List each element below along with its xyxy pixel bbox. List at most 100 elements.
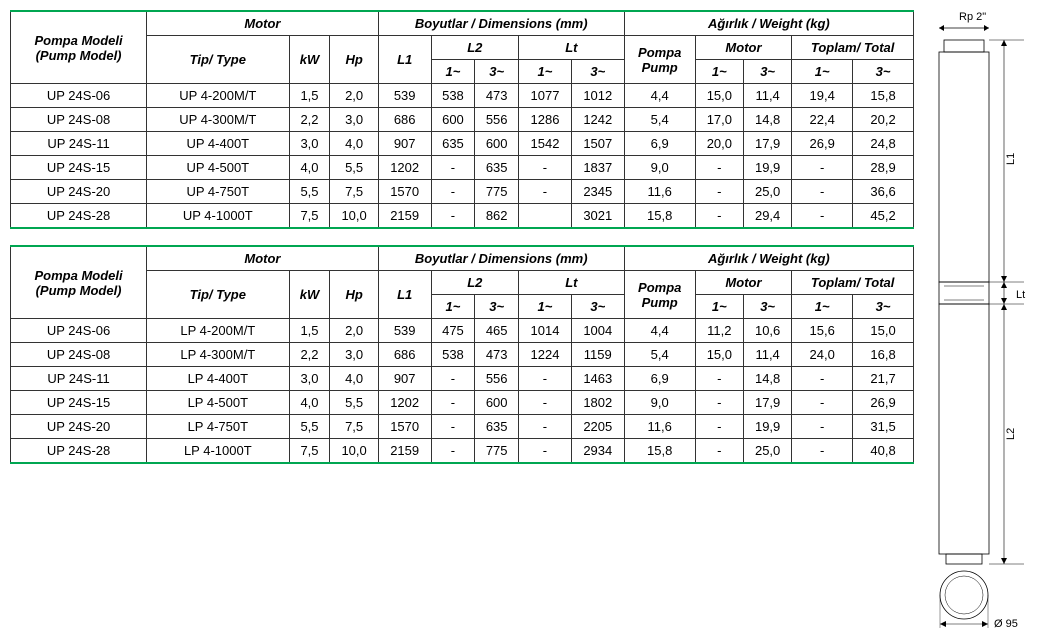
cell-lt_1: - (519, 180, 572, 204)
cell-t1: 26,9 (792, 132, 853, 156)
diagram-label-l2: L2 (1005, 428, 1017, 440)
cell-lt_3: 1012 (571, 84, 624, 108)
cell-lt_3: 2934 (571, 439, 624, 464)
cell-m3: 19,9 (743, 156, 791, 180)
col-lt-1: 1~ (519, 295, 572, 319)
tables-container: Pompa Modeli(Pump Model) Motor Boyutlar … (10, 10, 914, 630)
cell-l2_1: 600 (431, 108, 475, 132)
cell-type: LP 4-200M/T (147, 319, 289, 343)
cell-l2_1: - (431, 415, 475, 439)
cell-type: UP 4-400T (147, 132, 289, 156)
cell-hp: 10,0 (330, 439, 378, 464)
cell-t3: 24,8 (853, 132, 914, 156)
cell-type: UP 4-1000T (147, 204, 289, 229)
cell-l2_1: - (431, 204, 475, 229)
col-pump-model: Pompa Modeli(Pump Model) (11, 11, 147, 84)
cell-l2_3: 600 (475, 391, 519, 415)
col-motor-w: Motor (695, 271, 792, 295)
cell-lt_3: 2205 (571, 415, 624, 439)
col-lt: Lt (519, 271, 625, 295)
diagram-label-dia: Ø 95 (994, 618, 1018, 630)
cell-l1: 907 (378, 367, 431, 391)
cell-l2_1: - (431, 180, 475, 204)
col-m-1: 1~ (695, 60, 743, 84)
cell-hp: 5,5 (330, 391, 378, 415)
col-pump-model: Pompa Modeli(Pump Model) (11, 246, 147, 319)
cell-l2_1: - (431, 391, 475, 415)
cell-model: UP 24S-20 (11, 180, 147, 204)
table2-body: UP 24S-06LP 4-200M/T1,52,053947546510141… (11, 319, 914, 464)
cell-lt_1: 1286 (519, 108, 572, 132)
cell-l2_1: - (431, 367, 475, 391)
cell-t3: 31,5 (853, 415, 914, 439)
cell-l1: 907 (378, 132, 431, 156)
cell-m1: - (695, 367, 743, 391)
col-weight: Ağırlık / Weight (kg) (624, 11, 913, 36)
col-l2-1: 1~ (431, 60, 475, 84)
cell-kw: 3,0 (289, 367, 330, 391)
cell-pump: 5,4 (624, 343, 695, 367)
col-type: Tip/ Type (147, 271, 289, 319)
col-toplam: Toplam/ Total (792, 36, 914, 60)
cell-l1: 1570 (378, 415, 431, 439)
table-row: UP 24S-08UP 4-300M/T2,23,068660055612861… (11, 108, 914, 132)
cell-pump: 6,9 (624, 367, 695, 391)
cell-kw: 2,2 (289, 343, 330, 367)
cell-model: UP 24S-28 (11, 204, 147, 229)
col-type: Tip/ Type (147, 36, 289, 84)
cell-lt_3: 2345 (571, 180, 624, 204)
cell-kw: 1,5 (289, 319, 330, 343)
cell-model: UP 24S-15 (11, 391, 147, 415)
col-weight: Ağırlık / Weight (kg) (624, 246, 913, 271)
cell-lt_3: 1159 (571, 343, 624, 367)
cell-m3: 29,4 (743, 204, 791, 229)
col-l2-3: 3~ (475, 295, 519, 319)
col-motor: Motor (147, 246, 379, 271)
cell-m1: 15,0 (695, 343, 743, 367)
col-t-1: 1~ (792, 295, 853, 319)
cell-t3: 20,2 (853, 108, 914, 132)
cell-l2_1: 635 (431, 132, 475, 156)
col-m-3: 3~ (743, 60, 791, 84)
col-m-1: 1~ (695, 295, 743, 319)
cell-l1: 686 (378, 108, 431, 132)
cell-model: UP 24S-11 (11, 132, 147, 156)
cell-m1: - (695, 439, 743, 464)
cell-lt_1 (519, 204, 572, 229)
cell-l2_1: - (431, 439, 475, 464)
cell-pump: 15,8 (624, 439, 695, 464)
table-row: UP 24S-08LP 4-300M/T2,23,068653847312241… (11, 343, 914, 367)
cell-m3: 25,0 (743, 439, 791, 464)
col-l2-1: 1~ (431, 295, 475, 319)
col-lt-3: 3~ (571, 295, 624, 319)
cell-lt_1: 1077 (519, 84, 572, 108)
cell-hp: 3,0 (330, 343, 378, 367)
cell-t3: 40,8 (853, 439, 914, 464)
col-l2: L2 (431, 271, 518, 295)
cell-lt_1: - (519, 439, 572, 464)
cell-lt_3: 1507 (571, 132, 624, 156)
cell-m3: 17,9 (743, 391, 791, 415)
col-lt-3: 3~ (571, 60, 624, 84)
cell-hp: 2,0 (330, 84, 378, 108)
col-l2: L2 (431, 36, 518, 60)
cell-t3: 21,7 (853, 367, 914, 391)
col-l1: L1 (378, 271, 431, 319)
col-pompa-pump: PompaPump (624, 271, 695, 319)
col-motor-w: Motor (695, 36, 792, 60)
cell-model: UP 24S-11 (11, 367, 147, 391)
cell-type: UP 4-200M/T (147, 84, 289, 108)
cell-model: UP 24S-08 (11, 343, 147, 367)
cell-m1: 11,2 (695, 319, 743, 343)
cell-pump: 11,6 (624, 415, 695, 439)
col-motor: Motor (147, 11, 379, 36)
cell-l2_3: 862 (475, 204, 519, 229)
col-dimensions: Boyutlar / Dimensions (mm) (378, 246, 624, 271)
cell-t1: - (792, 180, 853, 204)
table-row: UP 24S-06UP 4-200M/T1,52,053953847310771… (11, 84, 914, 108)
diagram-label-lt: Lt (1016, 289, 1025, 301)
cell-t1: - (792, 367, 853, 391)
cell-l1: 1202 (378, 391, 431, 415)
cell-model: UP 24S-06 (11, 319, 147, 343)
col-t-1: 1~ (792, 60, 853, 84)
